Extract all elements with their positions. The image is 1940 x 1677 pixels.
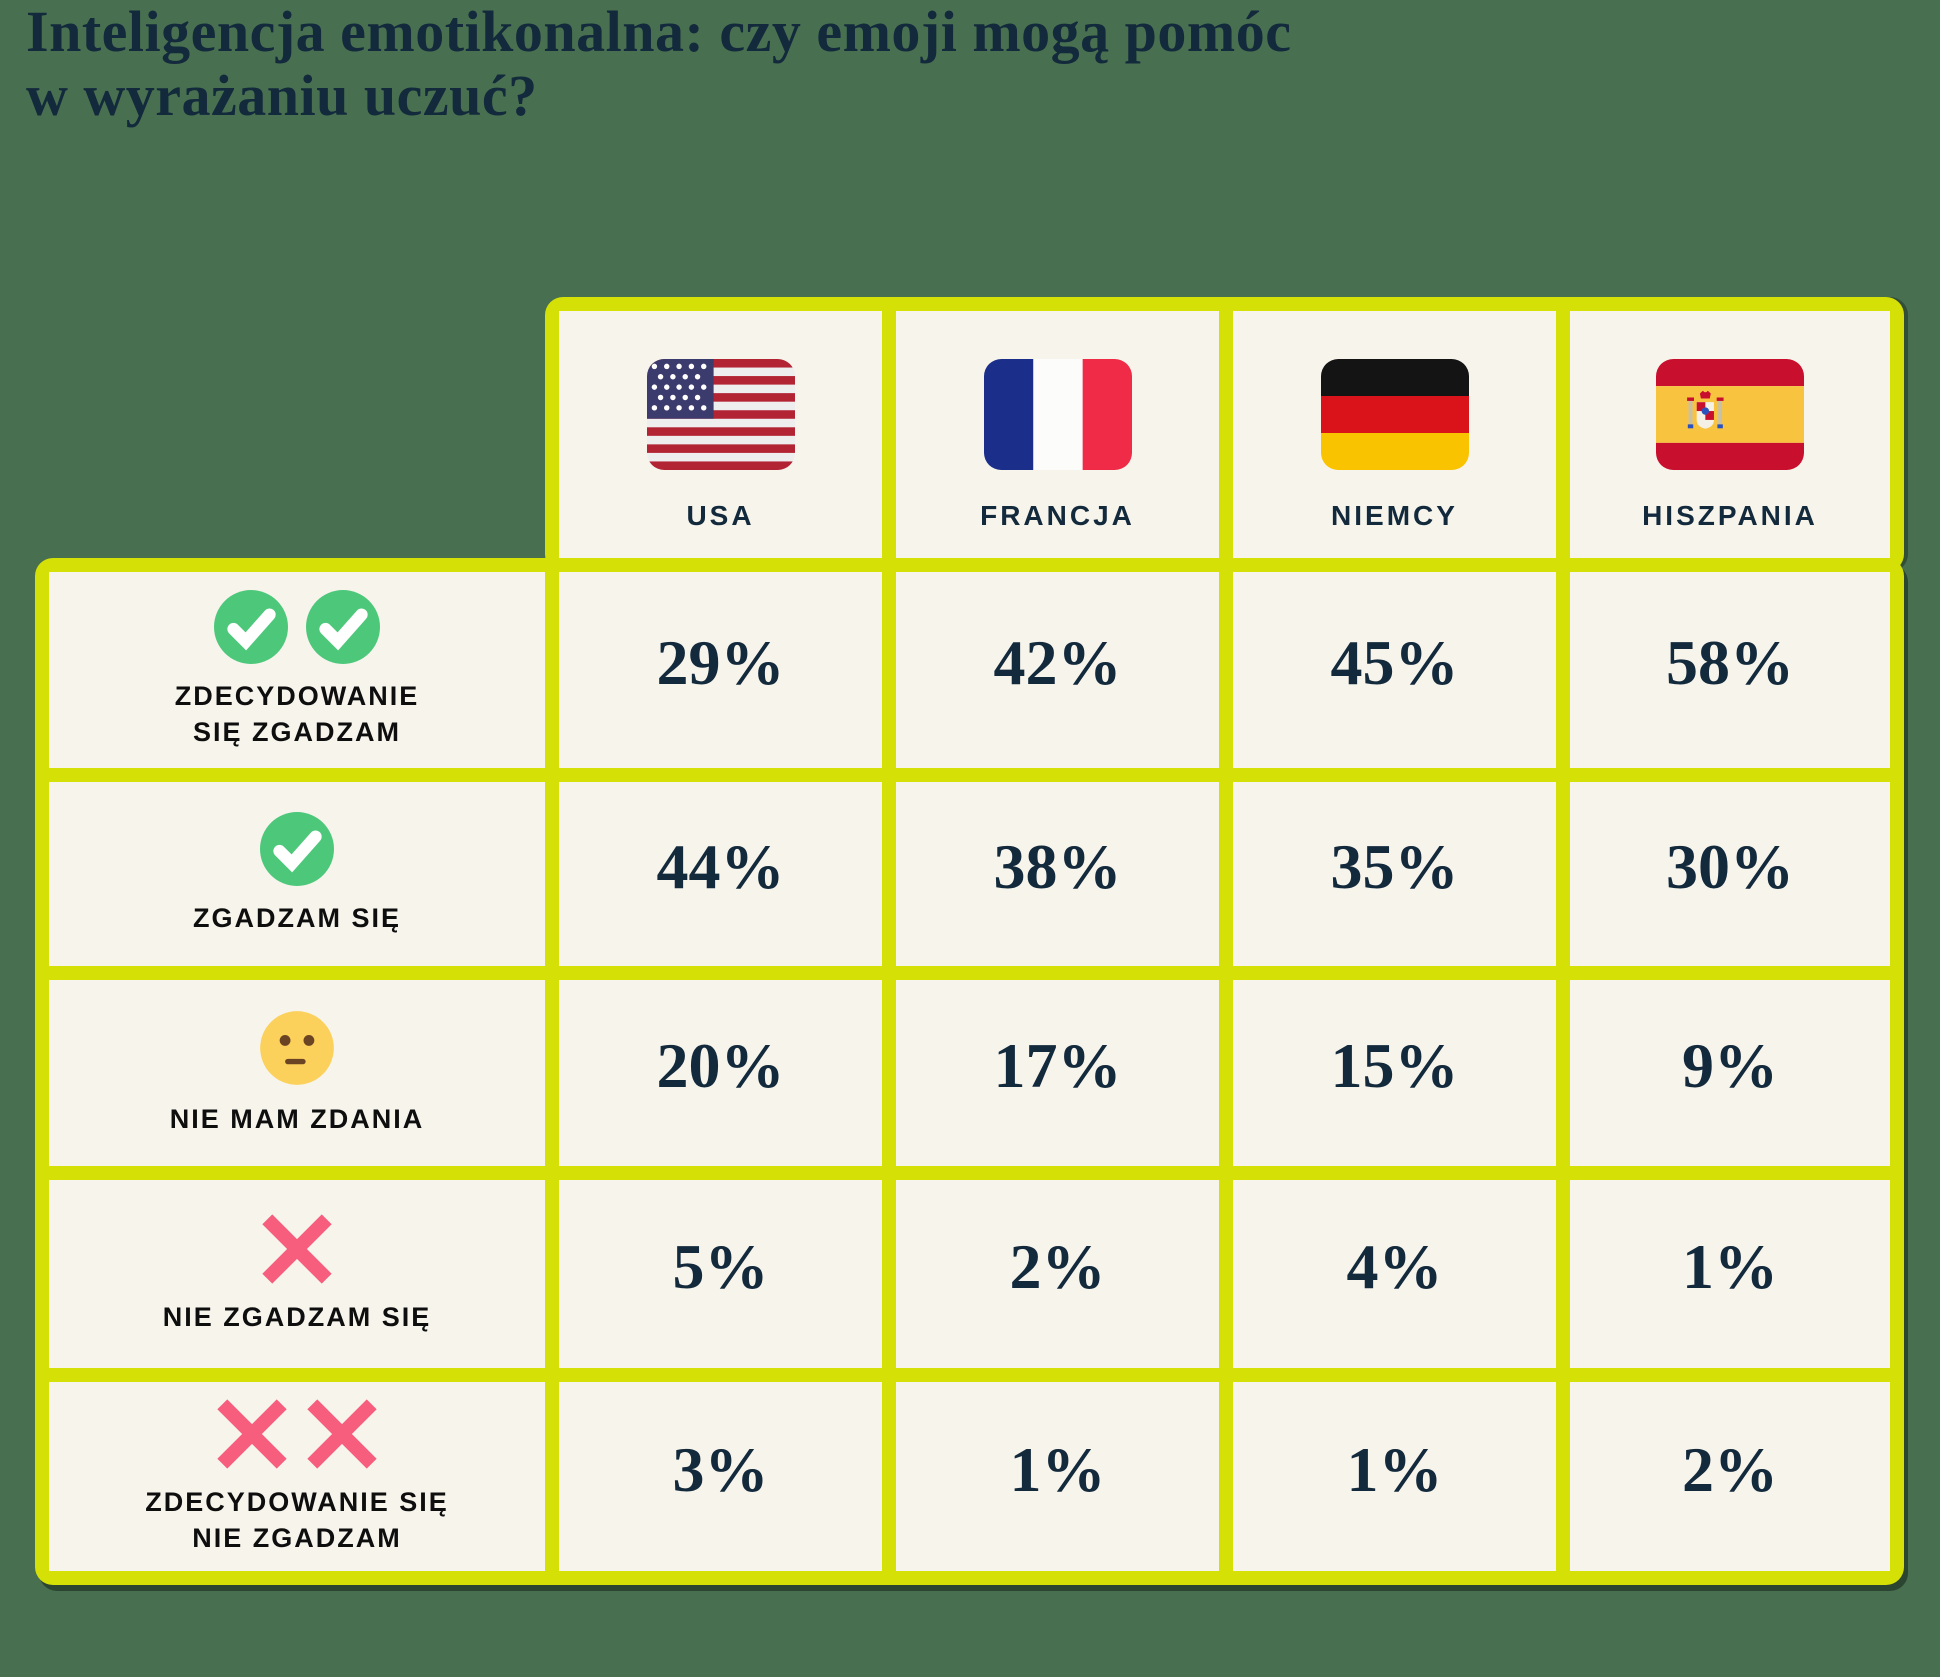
row-label-no-opinion: NIE MAM ZDANIA (49, 980, 545, 1166)
value-disagree-niemcy: 4% (1233, 1180, 1556, 1368)
value-no-opinion-francja: 17% (896, 980, 1219, 1166)
page-title-line-1: Inteligencja emotikonalna: czy emoji mog… (26, 0, 1292, 64)
value-disagree-usa: 5% (559, 1180, 882, 1368)
table-body: ZDECYDOWANIE SIĘ ZGADZAM 29% 42% 45% 58%… (35, 558, 1904, 1585)
value-agree-usa: 44% (559, 782, 882, 966)
value-disagree-francja: 2% (896, 1180, 1219, 1368)
column-header-label: FRANCJA (980, 500, 1135, 531)
neutral-face-icon (260, 1011, 334, 1085)
france-flag-icon (983, 359, 1132, 470)
row-label-strongly-disagree: ZDECYDOWANIE SIĘ NIE ZGADZAM (49, 1382, 545, 1571)
value-strongly-disagree-niemcy: 1% (1233, 1382, 1556, 1571)
value-agree-niemcy: 35% (1233, 782, 1556, 966)
spain-flag-icon (1656, 359, 1804, 470)
row-label-agree: ZGADZAM SIĘ (49, 782, 545, 966)
value-no-opinion-niemcy: 15% (1233, 980, 1556, 1166)
value-agree-francja: 38% (896, 782, 1219, 966)
value-strongly-disagree-usa: 3% (559, 1382, 882, 1571)
value-strongly-disagree-francja: 1% (896, 1382, 1219, 1571)
row-label-text: ZGADZAM SIĘ (193, 903, 401, 933)
cross-icon (217, 1398, 287, 1469)
row-label-disagree: NIE ZGADZAM SIĘ (49, 1180, 545, 1368)
cross-icon (262, 1214, 332, 1284)
column-header-label: NIEMCY (1331, 500, 1458, 531)
double-check-icon (214, 590, 380, 664)
check-icon (260, 812, 334, 886)
row-label-text: ZDECYDOWANIE SIĘ NIE ZGADZAM (145, 1486, 449, 1553)
germany-flag-icon (1320, 359, 1469, 470)
row-label-text: ZDECYDOWANIE SIĘ ZGADZAM (174, 681, 420, 747)
value-no-opinion-usa: 20% (559, 980, 882, 1166)
value-strongly-disagree-hiszpania: 2% (1570, 1382, 1890, 1571)
value-strongly-agree-hiszpania: 58% (1570, 572, 1890, 768)
double-cross-icon (216, 1398, 378, 1470)
cross-icon (307, 1398, 377, 1469)
value-strongly-agree-francja: 42% (896, 572, 1219, 768)
value-no-opinion-hiszpania: 9% (1570, 980, 1890, 1166)
table-header: USA FRANCJA NIEMCY (545, 297, 1904, 572)
column-header-label: USA (686, 500, 755, 531)
column-header-francja: FRANCJA (896, 311, 1219, 558)
value-strongly-agree-niemcy: 45% (1233, 572, 1556, 768)
value-strongly-agree-usa: 29% (559, 572, 882, 768)
row-label-text: NIE MAM ZDANIA (169, 1104, 425, 1134)
check-icon (214, 590, 288, 664)
row-label-text: NIE ZGADZAM SIĘ (162, 1302, 432, 1332)
page-title-line-2: w wyrażaniu uczuć? (26, 63, 538, 128)
value-disagree-hiszpania: 1% (1570, 1180, 1890, 1368)
column-header-usa: USA (559, 311, 882, 558)
page-title: Inteligencja emotikonalna: czy emoji mog… (26, 0, 1291, 128)
column-header-niemcy: NIEMCY (1233, 311, 1556, 558)
usa-flag-icon (646, 359, 795, 470)
check-icon (306, 590, 380, 664)
column-header-hiszpania: HISZPANIA (1570, 311, 1890, 558)
row-label-strongly-agree: ZDECYDOWANIE SIĘ ZGADZAM (49, 572, 545, 768)
value-agree-hiszpania: 30% (1570, 782, 1890, 966)
column-header-label: HISZPANIA (1642, 500, 1818, 531)
